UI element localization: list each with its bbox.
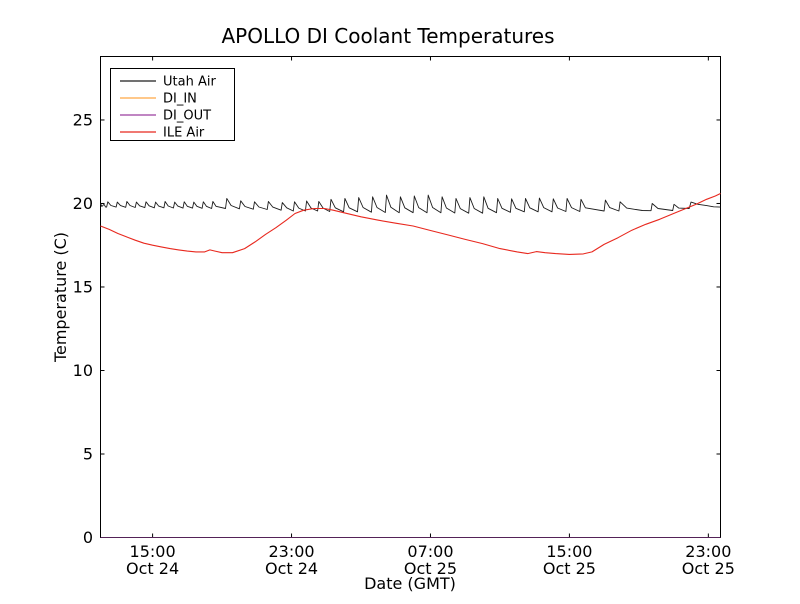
y-axis-label: Temperature (C) <box>51 232 70 363</box>
x-axis-label: Date (GMT) <box>364 574 456 593</box>
legend-label-di-in: DI_IN <box>163 92 197 107</box>
x-tick-label-time: 15:00 <box>130 542 176 561</box>
x-tick-label-date: Oct 24 <box>265 559 318 578</box>
y-tick-label: 20 <box>73 194 93 213</box>
x-tick-label-date: Oct 24 <box>126 559 179 578</box>
x-tick-label-time: 15:00 <box>546 542 592 561</box>
series-line-ile-air <box>100 193 721 255</box>
legend: Utah Air DI_IN DI_OUT ILE Air <box>110 68 235 141</box>
y-tick-label: 10 <box>73 361 93 380</box>
x-tick-label-date: Oct 25 <box>404 559 457 578</box>
y-tick-label: 5 <box>83 444 93 463</box>
y-tick-label: 15 <box>73 277 93 296</box>
x-tick-label-date: Oct 25 <box>543 559 596 578</box>
y-tick-label: 0 <box>83 528 93 547</box>
chart-title: APOLLO DI Coolant Temperatures <box>221 24 554 48</box>
legend-label-ile-air: ILE Air <box>163 126 205 141</box>
y-tick-label: 25 <box>73 110 93 129</box>
legend-label-di-out: DI_OUT <box>163 109 211 124</box>
data-series <box>100 193 721 539</box>
series-line-utah-air <box>100 194 721 214</box>
x-tick-label-date: Oct 25 <box>682 559 735 578</box>
x-tick-label-time: 23:00 <box>685 542 731 561</box>
x-tick-label-time: 23:00 <box>268 542 314 561</box>
legend-label-utah-air: Utah Air <box>163 75 216 90</box>
x-tick-label-time: 07:00 <box>407 542 453 561</box>
